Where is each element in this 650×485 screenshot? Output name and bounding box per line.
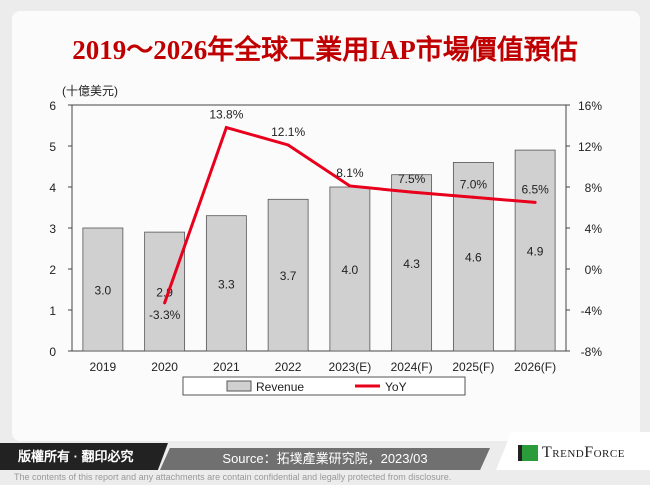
bar-2025(F) [452, 161, 494, 352]
y-left-tick: 3 [49, 222, 56, 236]
yoy-label: 7.5% [398, 172, 426, 186]
unit-label: (十億美元) [62, 84, 118, 98]
y-right-tick: 8% [585, 181, 603, 195]
chart: (十億美元)0123456-8%-4%0%4%8%12%16%3.020192.… [49, 84, 603, 396]
y-left-tick: 1 [49, 304, 56, 318]
legend-label-yoy: YoY [385, 380, 407, 394]
bar-label: 4.3 [403, 257, 420, 271]
y-right-tick: -8% [581, 345, 603, 359]
yoy-point [471, 195, 475, 199]
yoy-point [348, 184, 352, 188]
x-tick: 2025(F) [452, 360, 494, 374]
yoy-point [224, 126, 228, 130]
y-right-tick: 16% [578, 99, 602, 113]
copyright: 版權所有 · 翻印必究 [0, 443, 168, 470]
yoy-label: -3.3% [149, 308, 181, 322]
logo-icon [518, 445, 538, 461]
x-tick: 2020 [151, 360, 178, 374]
bar-2019 [82, 227, 124, 352]
yoy-label: 6.5% [521, 182, 549, 196]
bar-2023(E) [329, 186, 371, 352]
disclaimer: The contents of this report and any atta… [14, 472, 452, 482]
y-right-tick: -4% [581, 304, 603, 318]
bar-label: 3.3 [218, 277, 235, 291]
bar-label: 4.9 [527, 245, 544, 259]
x-tick: 2024(F) [391, 360, 433, 374]
legend [182, 376, 466, 396]
bar-2022 [267, 198, 309, 352]
yoy-point [163, 301, 167, 305]
y-left-tick: 0 [49, 345, 56, 359]
yoy-point [533, 200, 537, 204]
yoy-label: 7.0% [460, 177, 488, 191]
yoy-point [286, 143, 290, 147]
x-tick: 2021 [213, 360, 240, 374]
x-tick: 2026(F) [514, 360, 556, 374]
y-left-tick: 2 [49, 263, 56, 277]
bar-2026(F) [514, 149, 556, 352]
x-tick: 2019 [90, 360, 117, 374]
bar-label: 3.7 [280, 269, 297, 283]
yoy-label: 13.8% [209, 108, 243, 122]
yoy-label: 12.1% [271, 125, 305, 139]
y-right-tick: 0% [585, 263, 603, 277]
legend-label-revenue: Revenue [256, 380, 304, 394]
y-left-tick: 4 [49, 181, 56, 195]
bar-2024(F) [391, 174, 433, 352]
chart-title: 2019～2026年全球工業用IAP市場價值預估 [72, 35, 578, 65]
bar-2021 [205, 215, 247, 352]
bar-label: 4.0 [342, 263, 359, 277]
y-left-tick: 5 [49, 140, 56, 154]
y-right-tick: 12% [578, 140, 602, 154]
y-left-tick: 6 [49, 99, 56, 113]
yoy-point [410, 190, 414, 194]
bar-label: 3.0 [95, 284, 112, 298]
trendforce-logo: TrendForce [496, 432, 650, 470]
x-tick: 2023(E) [329, 360, 372, 374]
yoy-label: 8.1% [336, 166, 364, 180]
bar-2020 [144, 231, 186, 352]
bar-label: 4.6 [465, 251, 482, 265]
x-tick: 2022 [275, 360, 302, 374]
source: Source：拓墣產業研究院，2023/03 [160, 448, 490, 470]
y-right-tick: 4% [585, 222, 603, 236]
legend-swatch-revenue [226, 380, 252, 392]
